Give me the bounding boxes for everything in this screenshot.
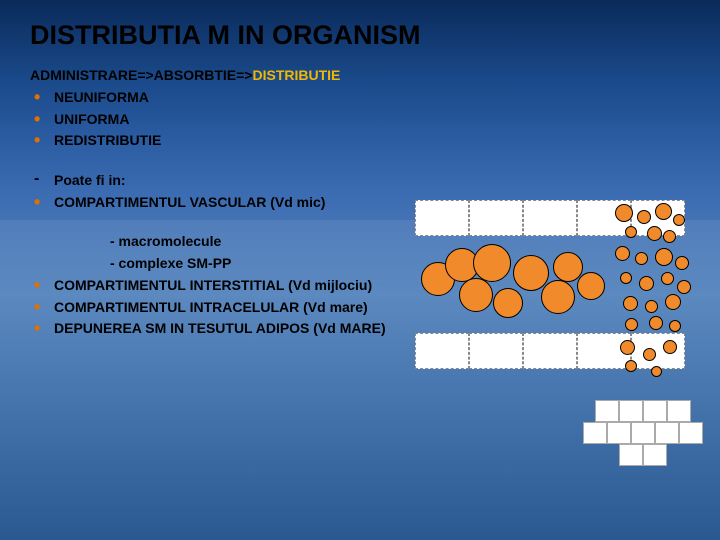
list-item: REDISTRIBUTIE <box>30 130 690 152</box>
cell-block <box>469 333 523 369</box>
cell-block <box>415 333 469 369</box>
slide: DISTRIBUTIA M IN ORGANISM ADMINISTRARE=>… <box>0 0 720 540</box>
molecule-circle <box>637 210 651 224</box>
fat-cell <box>631 422 655 444</box>
molecule-circle <box>473 244 511 282</box>
molecule-circle <box>655 203 672 220</box>
molecule-circle <box>677 280 691 294</box>
molecule-circle <box>645 300 658 313</box>
molecule-circle <box>541 280 575 314</box>
fat-cell <box>595 400 619 422</box>
fat-cell <box>619 400 643 422</box>
molecule-circle <box>669 320 681 332</box>
fat-cell <box>607 422 631 444</box>
fat-cell <box>667 400 691 422</box>
molecule-circle <box>493 288 523 318</box>
molecule-circle <box>675 256 689 270</box>
fat-cell <box>583 422 607 444</box>
top-bullet-list: NEUNIFORMA UNIFORMA REDISTRIBUTIE <box>30 87 690 152</box>
molecule-circle <box>649 316 663 330</box>
list-item: NEUNIFORMA <box>30 87 690 109</box>
molecule-circle <box>663 340 677 354</box>
molecule-circle <box>665 294 681 310</box>
molecule-circle <box>625 360 637 372</box>
molecule-circle <box>625 226 637 238</box>
cell-block <box>469 200 523 236</box>
molecule-circle <box>655 248 673 266</box>
intro-plain: ADMINISTRARE=>ABSORBTIE=> <box>30 67 252 83</box>
fat-cell <box>643 444 667 466</box>
cell-block <box>523 333 577 369</box>
molecule-circle <box>651 366 662 377</box>
list-item: UNIFORMA <box>30 109 690 131</box>
molecule-circle <box>577 272 605 300</box>
cell-block <box>415 200 469 236</box>
molecule-circle <box>647 226 662 241</box>
fat-cell <box>619 444 643 466</box>
molecule-circle <box>615 204 633 222</box>
molecule-circle <box>663 230 676 243</box>
intro-highlight: DISTRIBUTIE <box>252 67 340 83</box>
molecule-circle <box>620 272 632 284</box>
dash-item: Poate fi in: <box>30 170 690 192</box>
molecule-circle <box>623 296 638 311</box>
fat-cell <box>643 400 667 422</box>
molecule-circle <box>620 340 635 355</box>
cell-block <box>631 333 685 369</box>
molecule-circle <box>639 276 654 291</box>
molecule-circle <box>643 348 656 361</box>
molecule-circle <box>661 272 674 285</box>
fat-cell <box>679 422 703 444</box>
slide-title: DISTRIBUTIA M IN ORGANISM <box>30 20 690 51</box>
molecule-circle <box>673 214 685 226</box>
cell-block <box>523 200 577 236</box>
intro-line: ADMINISTRARE=>ABSORBTIE=>DISTRIBUTIE <box>30 67 690 83</box>
distribution-diagram <box>415 200 710 470</box>
molecule-circle <box>615 246 630 261</box>
molecule-circle <box>459 278 493 312</box>
molecule-circle <box>625 318 638 331</box>
fat-cell <box>655 422 679 444</box>
molecule-circle <box>635 252 648 265</box>
